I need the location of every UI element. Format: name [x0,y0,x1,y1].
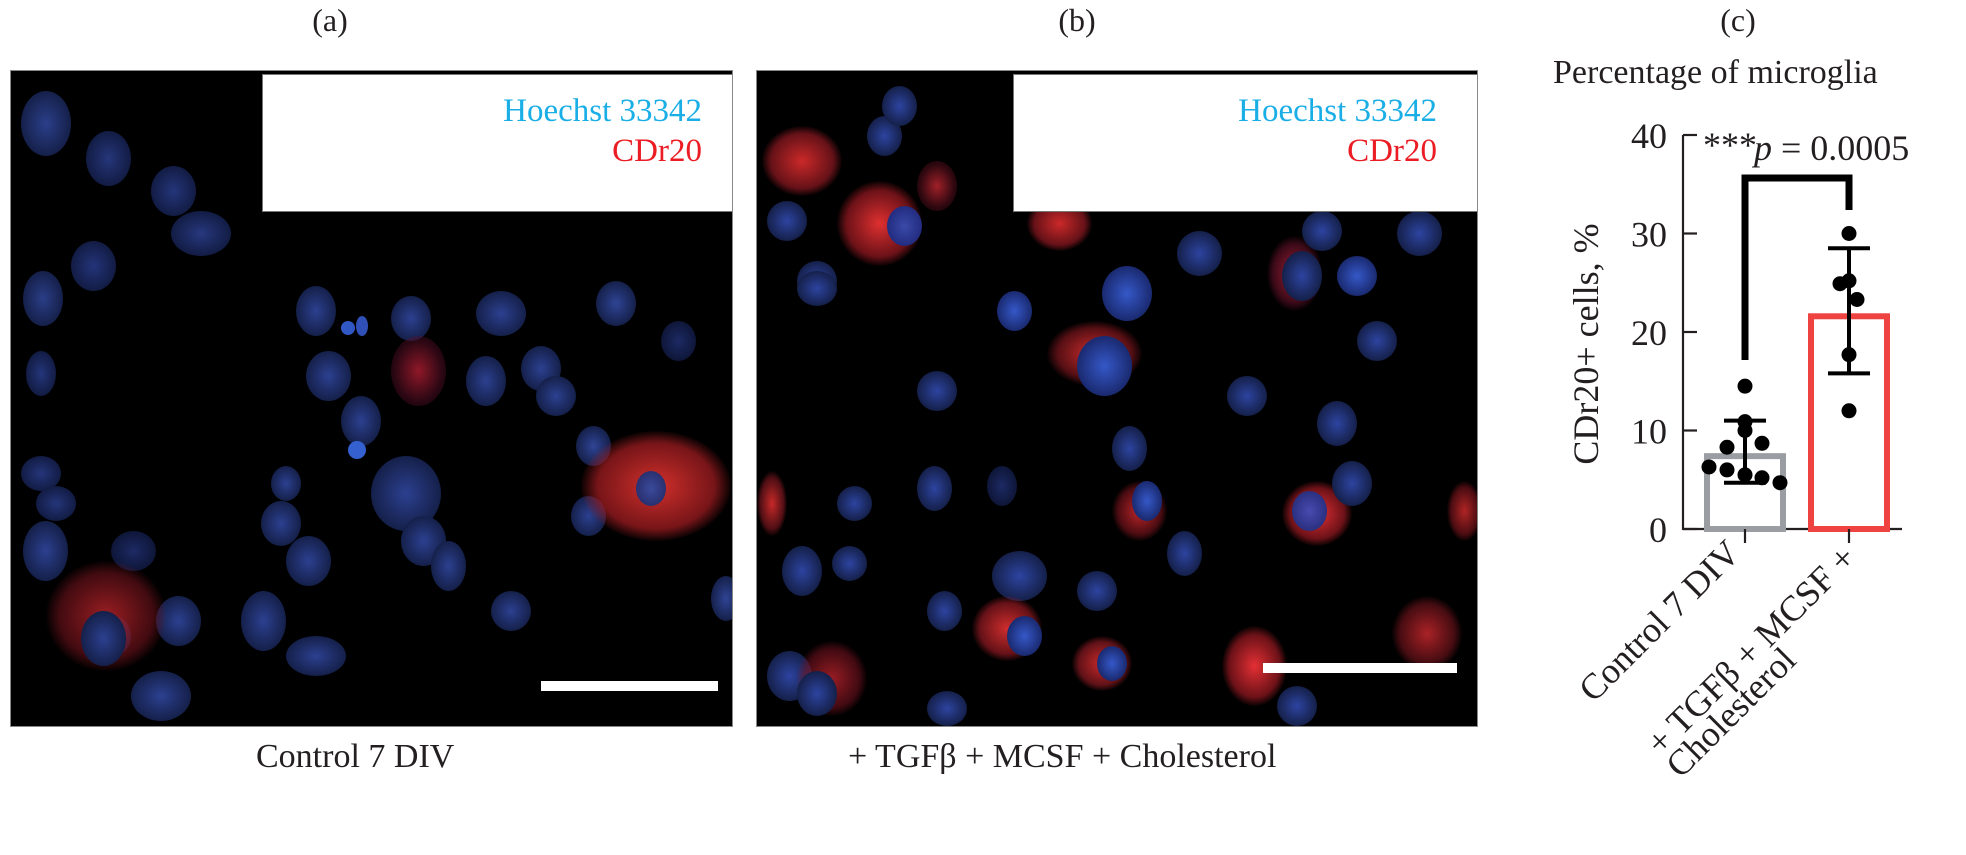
data-point [1832,276,1848,292]
panel-label-a: (a) [312,2,348,38]
caption-control: Control 7 DIV [256,738,455,775]
chart-title: Percentage of microglia [1553,54,1878,91]
data-point [1772,475,1788,491]
legend-box-a: Hoechst 33342 CDr20 [262,74,732,212]
scale-bar [541,681,718,691]
x-label-control: Control 7 DIV [1571,532,1748,709]
y-tick-label: 30 [1631,215,1667,255]
data-point [1737,423,1753,438]
micrograph-treated: Hoechst 33342 CDr20 [756,70,1478,727]
legend-box-b: Hoechst 33342 CDr20 [1013,74,1477,212]
x-label-treated-line2: Cholesterol [1658,639,1804,785]
data-point [1737,378,1753,394]
data-point [1841,347,1857,363]
panel-label-c: (c) [1720,2,1756,38]
legend-hoechst: Hoechst 33342 [1238,93,1437,129]
scale-bar [1263,663,1457,673]
x-label-treated-line1: + TGFβ + MCSF + [1638,537,1863,762]
data-point [1754,470,1770,486]
data-point [1719,462,1735,478]
panel-label-b: (b) [1058,2,1096,38]
legend-hoechst: Hoechst 33342 [503,93,702,129]
y-tick-label: 40 [1631,116,1667,156]
y-tick-label: 10 [1631,412,1667,452]
legend-cdr20: CDr20 [612,133,702,169]
y-axis-label: CDr20+ cells, % [1566,223,1606,464]
bar-control [1704,453,1786,532]
significance-stars: *** [1703,125,1757,165]
legend-cdr20: CDr20 [1347,133,1437,169]
data-point [1701,459,1717,475]
data-point [1841,226,1857,241]
data-point [1737,467,1753,483]
y-tick-label: 20 [1631,313,1667,353]
micrograph-control: Hoechst 33342 CDr20 [10,70,733,727]
caption-treated: + TGFβ + MCSF + Cholesterol [848,738,1277,775]
data-point [1719,439,1735,455]
data-point [1849,291,1865,307]
p-value: p = 0.0005 [1751,128,1909,168]
y-tick-label: 0 [1649,510,1667,550]
bar-treated [1808,313,1890,532]
data-point [1841,273,1857,289]
data-point [1754,435,1770,451]
data-point [1737,414,1753,430]
significance-bracket [1741,174,1853,360]
data-point [1841,403,1857,419]
